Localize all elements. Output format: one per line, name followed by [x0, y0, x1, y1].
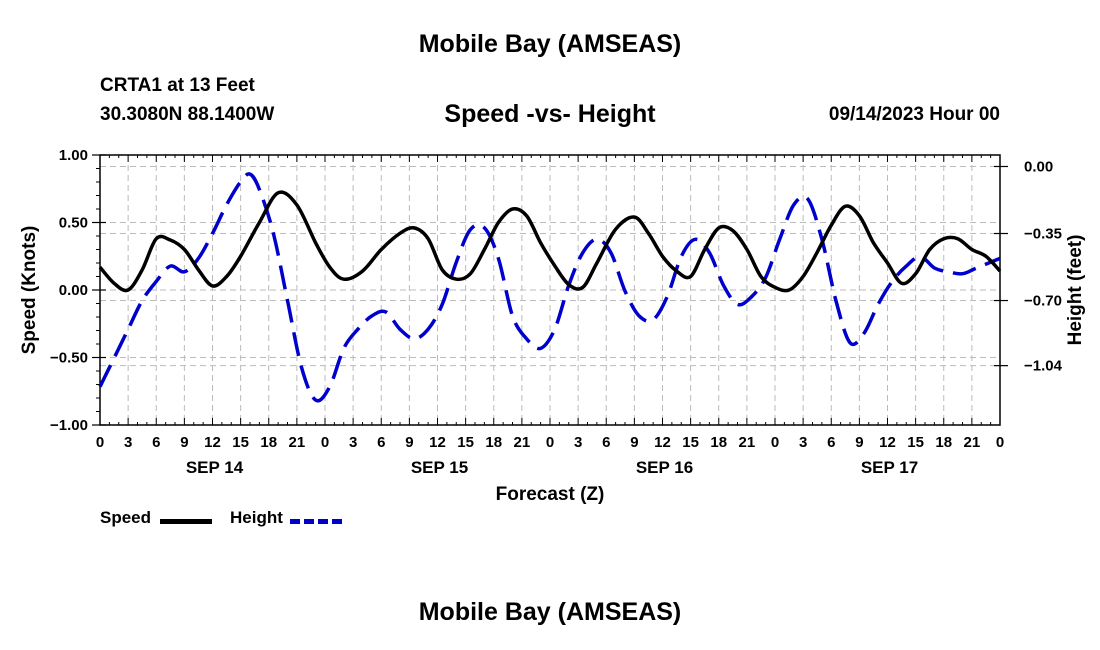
x-tick-label: 9 — [630, 434, 638, 451]
x-tick-label: 18 — [485, 434, 502, 451]
x-tick-label: 15 — [232, 434, 249, 451]
y-tick-label-right: 0.00 — [1024, 158, 1053, 175]
axes: 0 3 6 9 12 15 18 21 0 3 6 9 12 15 18 21 0 3 6 9 12 15 18 21 0 3 6 9… — [50, 147, 1063, 477]
x-date-label: SEP 14 — [186, 458, 244, 477]
grid — [100, 155, 1000, 425]
y-tick-label-left: −1.00 — [50, 417, 88, 434]
y-tick-label-right: −1.04 — [1024, 358, 1063, 375]
legend-height-label: Height — [230, 508, 283, 527]
x-tick-label: 3 — [349, 434, 357, 451]
y-tick-label-left: 0.00 — [59, 282, 88, 299]
legend-height-swatch — [290, 519, 342, 524]
x-tick-label: 15 — [907, 434, 924, 451]
series-line-speed — [98, 190, 1002, 293]
x-tick-label: 18 — [260, 434, 277, 451]
x-tick-label: 0 — [546, 434, 554, 451]
x-tick-label: 18 — [710, 434, 727, 451]
x-tick-label: 9 — [405, 434, 413, 451]
y-axis-left-label: Speed (Knots) — [19, 226, 40, 355]
x-tick-label: 21 — [739, 434, 756, 451]
series-line-height — [98, 172, 1001, 403]
x-tick-label: 6 — [827, 434, 835, 451]
x-tick-label: 6 — [602, 434, 610, 451]
y-tick-label-right: −0.35 — [1024, 226, 1062, 243]
x-tick-label: 0 — [96, 434, 104, 451]
x-tick-label: 0 — [321, 434, 329, 451]
x-tick-label: 21 — [964, 434, 981, 451]
x-date-label: SEP 16 — [636, 458, 693, 477]
forecast-datetime: 09/14/2023 Hour 00 — [828, 104, 1000, 125]
y-tick-label-left: 1.00 — [59, 147, 88, 164]
chart-title: Mobile Bay (AMSEAS) — [418, 30, 682, 58]
x-tick-label: 9 — [855, 434, 863, 451]
x-tick-label: 12 — [429, 434, 446, 451]
x-tick-label: 6 — [152, 434, 160, 451]
y-tick-label-left: 0.50 — [59, 215, 88, 232]
series-lines — [98, 172, 1002, 403]
x-axis-label: Forecast (Z) — [496, 484, 605, 505]
y-tick-label-left: −0.50 — [50, 350, 88, 367]
x-tick-label: 12 — [879, 434, 896, 451]
speed-height-chart: 0 3 6 9 12 15 18 21 0 3 6 9 12 15 18 21 0 3 6 9 12 15 18 21 0 3 6 9… — [19, 147, 1086, 505]
x-date-label: SEP 15 — [411, 458, 468, 477]
x-tick-label: 3 — [124, 434, 132, 451]
chart-subtitle: Speed -vs- Height — [444, 100, 656, 128]
legend-speed: Speed — [100, 508, 151, 528]
x-date-label: SEP 17 — [861, 458, 918, 477]
x-tick-label: 0 — [771, 434, 779, 451]
station-coordinates: 30.3080N 88.1400W — [100, 104, 275, 125]
footer-title: Mobile Bay (AMSEAS) — [418, 598, 682, 626]
x-tick-label: 9 — [180, 434, 188, 451]
x-tick-label: 3 — [799, 434, 807, 451]
y-axis-right-label: Height (feet) — [1065, 235, 1086, 346]
x-tick-label: 21 — [514, 434, 531, 451]
x-tick-label: 15 — [457, 434, 474, 451]
y-tick-label-right: −0.70 — [1024, 293, 1062, 310]
x-tick-label: 18 — [935, 434, 952, 451]
x-tick-label: 15 — [682, 434, 699, 451]
x-tick-label: 21 — [289, 434, 306, 451]
x-tick-label: 12 — [654, 434, 671, 451]
legend-height: Height — [230, 508, 283, 528]
legend-speed-swatch — [160, 519, 212, 524]
x-tick-label: 6 — [377, 434, 385, 451]
x-tick-label: 3 — [574, 434, 582, 451]
x-tick-label: 12 — [204, 434, 221, 451]
x-tick-label: 0 — [996, 434, 1004, 451]
legend-speed-label: Speed — [100, 508, 152, 527]
station-label: CRTA1 at 13 Feet — [100, 75, 255, 96]
